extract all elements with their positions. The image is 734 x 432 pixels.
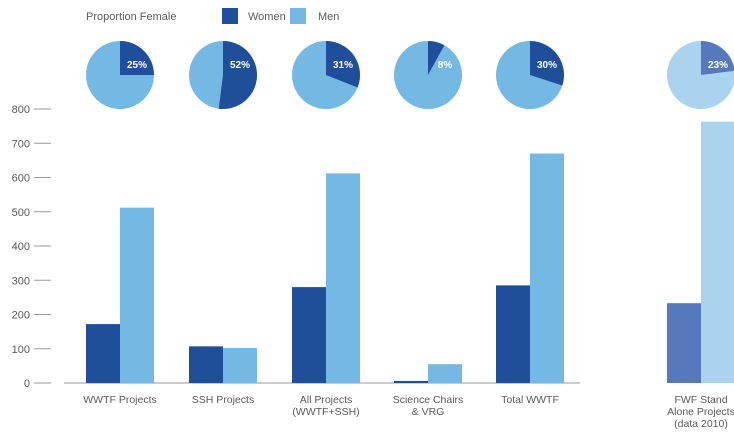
bar-men-cat-1 (223, 348, 257, 383)
pie-women-cat-3 (428, 41, 445, 75)
bar-women-cat-5 (667, 303, 701, 383)
pie-label-cat-1: 52% (230, 60, 250, 71)
legend-label-women: Women (248, 11, 286, 23)
category-label-cat-3-line-1: & VRG (412, 406, 445, 418)
bar-women-cat-2 (292, 287, 326, 383)
pie-women-cat-2 (326, 41, 360, 88)
bar-men-cat-4 (530, 153, 564, 383)
bar-men-cat-3 (428, 364, 462, 383)
pie-label-cat-5: 23% (708, 60, 728, 71)
bar-women-cat-4 (496, 285, 530, 383)
category-label-cat-1-line-0: SSH Projects (192, 394, 254, 406)
legend-title: Proportion Female (86, 11, 177, 23)
legend-swatch-women (222, 8, 238, 24)
pie-women-cat-4 (530, 41, 564, 86)
y-tick-label-600: 600 (12, 173, 30, 185)
category-label-cat-4-line-0: Total WWTF (501, 394, 559, 406)
pie-label-cat-2: 31% (333, 60, 353, 71)
bar-men-cat-0 (120, 207, 154, 383)
bar-men-cat-2 (326, 173, 360, 383)
pie-women-cat-5 (701, 41, 734, 75)
y-tick-label-400: 400 (12, 241, 30, 253)
pie-label-cat-3: 8% (438, 60, 453, 71)
y-tick-label-700: 700 (12, 138, 30, 150)
pie-women-cat-1 (218, 41, 257, 109)
category-label-cat-5-line-1: Alone Projects (667, 406, 734, 418)
pie-women-cat-0 (120, 41, 154, 75)
pie-label-cat-4: 30% (537, 60, 557, 71)
pie-label-cat-0: 25% (127, 60, 147, 71)
y-tick-label-500: 500 (12, 207, 30, 219)
y-tick-label-300: 300 (12, 275, 30, 287)
y-tick-label-800: 800 (12, 104, 30, 116)
bar-women-cat-1 (189, 346, 223, 383)
category-label-cat-2-line-0: All Projects (300, 394, 353, 406)
category-label-cat-5-line-2: (data 2010) (674, 418, 728, 430)
y-tick-label-0: 0 (24, 378, 30, 390)
category-label-cat-5-line-0: FWF Stand (674, 394, 727, 406)
y-tick-label-100: 100 (12, 344, 30, 356)
y-tick-label-200: 200 (12, 310, 30, 322)
legend-swatch-men (290, 8, 306, 24)
category-label-cat-3-line-0: Science Chairs (393, 394, 464, 406)
bar-men-cat-5 (701, 121, 734, 384)
bar-women-cat-0 (86, 324, 120, 383)
category-label-cat-0-line-0: WWTF Projects (83, 394, 157, 406)
bar-women-cat-3 (394, 380, 428, 383)
legend-label-men: Men (318, 11, 340, 23)
category-label-cat-2-line-1: (WWTF+SSH) (292, 406, 359, 418)
